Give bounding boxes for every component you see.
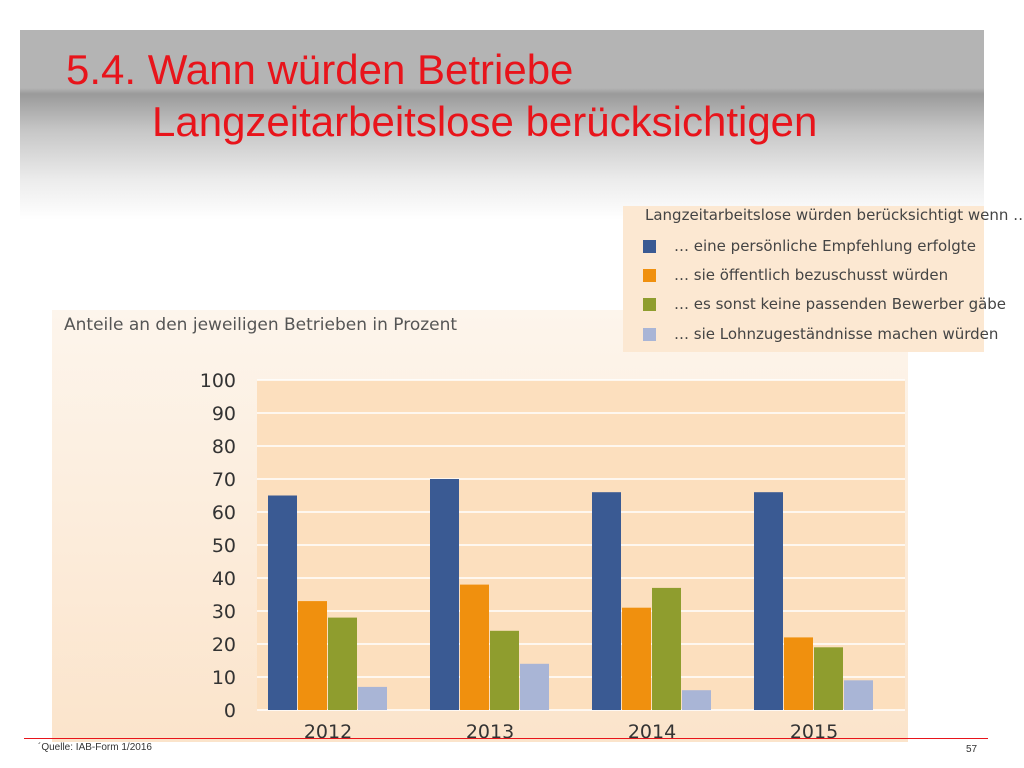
legend-item-1: … eine persönliche Empfehlung erfolgte	[643, 236, 976, 256]
bar-2015-series-4	[844, 680, 873, 710]
legend-label-3: … es sonst keine passenden Bewerber gäbe	[674, 295, 1007, 313]
y-tick-label-40: 40	[212, 568, 236, 590]
slide-title: 5.4. Wann würden Betriebe Langzeitarbeit…	[66, 44, 817, 148]
slide-title-line-2: Langzeitarbeitslose berücksichtigen	[152, 98, 818, 145]
x-tick-label-2012: 2012	[304, 721, 352, 743]
x-tick-label-2014: 2014	[628, 721, 676, 743]
y-tick-label-30: 30	[212, 601, 236, 623]
legend-label-4: … sie Lohnzugeständnisse machen würden	[674, 325, 999, 343]
legend-label-1: … eine persönliche Empfehlung erfolgte	[674, 237, 976, 255]
bar-2013-series-1	[430, 479, 459, 710]
bar-2012-series-4	[358, 686, 387, 710]
bar-2015-series-2	[784, 637, 813, 710]
legend-title: Langzeitarbeitslose würden berücksichtig…	[645, 206, 1024, 224]
y-tick-label-90: 90	[212, 403, 236, 425]
bar-2015-series-1	[754, 492, 783, 710]
y-tick-label-80: 80	[212, 436, 236, 458]
title-band	[20, 30, 984, 220]
bar-2014-series-2	[622, 607, 651, 710]
slide-title-line-1: 5.4. Wann würden Betriebe	[66, 46, 574, 93]
legend-label-2: … sie öffentlich bezuschusst würden	[674, 266, 949, 284]
bar-2012-series-2	[298, 601, 327, 710]
footer-divider	[24, 738, 988, 739]
y-tick-label-50: 50	[212, 535, 236, 557]
x-tick-label-2013: 2013	[466, 721, 514, 743]
legend-swatch-4	[643, 327, 656, 341]
source-note: ´Quelle: IAB-Form 1/2016	[38, 742, 152, 753]
y-tick-label-20: 20	[212, 634, 236, 656]
y-tick-label-70: 70	[212, 469, 236, 491]
page-number: 57	[966, 744, 978, 755]
x-tick-label-2015: 2015	[790, 721, 838, 743]
bar-2013-series-3	[490, 630, 519, 710]
y-tick-label-0: 0	[224, 700, 236, 722]
bar-2012-series-1	[268, 495, 297, 710]
bar-2013-series-2	[460, 584, 489, 710]
legend-swatch-3	[643, 297, 656, 311]
legend-item-3: … es sonst keine passenden Bewerber gäbe	[643, 294, 1006, 314]
bar-2015-series-3	[814, 647, 843, 710]
legend-box	[623, 206, 984, 352]
legend-item-2: … sie öffentlich bezuschusst würden	[643, 265, 948, 285]
bar-2014-series-3	[652, 587, 681, 710]
legend-swatch-2	[643, 268, 656, 282]
y-tick-label-60: 60	[212, 502, 236, 524]
legend-swatch-1	[643, 239, 656, 253]
y-tick-label-100: 100	[200, 370, 236, 392]
bar-2012-series-3	[328, 617, 357, 710]
chart-subtitle: Anteile an den jeweiligen Betrieben in P…	[64, 315, 458, 335]
bar-2014-series-1	[592, 492, 621, 710]
y-tick-label-10: 10	[212, 667, 236, 689]
bar-2013-series-4	[520, 663, 549, 710]
bar-2014-series-4	[682, 690, 711, 710]
legend-item-4: … sie Lohnzugeständnisse machen würden	[643, 324, 998, 344]
